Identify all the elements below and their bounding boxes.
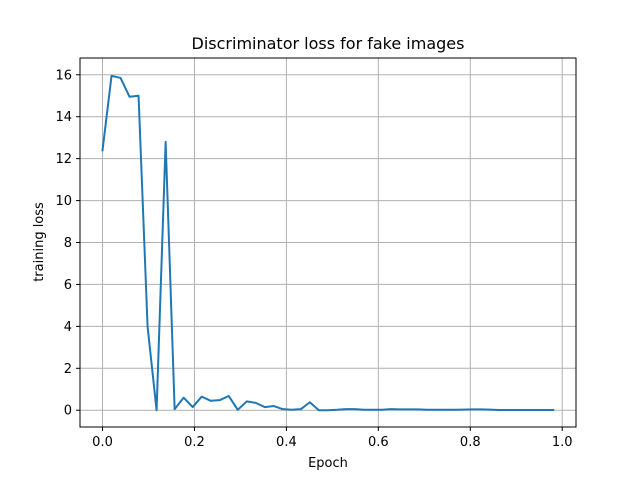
- x-tick-label: 0.8: [460, 435, 481, 450]
- x-tick-label: 1.0: [552, 435, 573, 450]
- tick-labels: 0.0 0.2 0.4 0.6 0.8 1.0 0 2 4 6 8 10 12 14 16: [55, 68, 572, 450]
- y-tick-label: 4: [64, 320, 72, 335]
- x-tick-label: 0.0: [92, 435, 113, 450]
- tick-marks: [76, 74, 563, 431]
- series-line: [101, 74, 555, 412]
- x-tick-label: 0.6: [368, 435, 389, 450]
- y-tick-label: 12: [55, 152, 72, 167]
- chart-title: Discriminator loss for fake images: [192, 34, 465, 53]
- y-tick-label: 2: [64, 362, 72, 377]
- x-tick-label: 0.4: [276, 435, 297, 450]
- series-group: [101, 74, 555, 412]
- x-axis-title: Epoch: [308, 456, 348, 471]
- y-tick-label: 8: [64, 236, 72, 251]
- y-tick-label: 0: [64, 404, 72, 419]
- y-tick-label: 6: [64, 278, 72, 293]
- x-tick-label: 0.2: [184, 435, 205, 450]
- y-tick-label: 16: [55, 68, 72, 83]
- y-tick-label: 14: [55, 110, 72, 125]
- y-tick-label: 10: [55, 194, 72, 209]
- plot-frame: [79, 57, 577, 428]
- y-axis-title: training loss: [32, 202, 47, 282]
